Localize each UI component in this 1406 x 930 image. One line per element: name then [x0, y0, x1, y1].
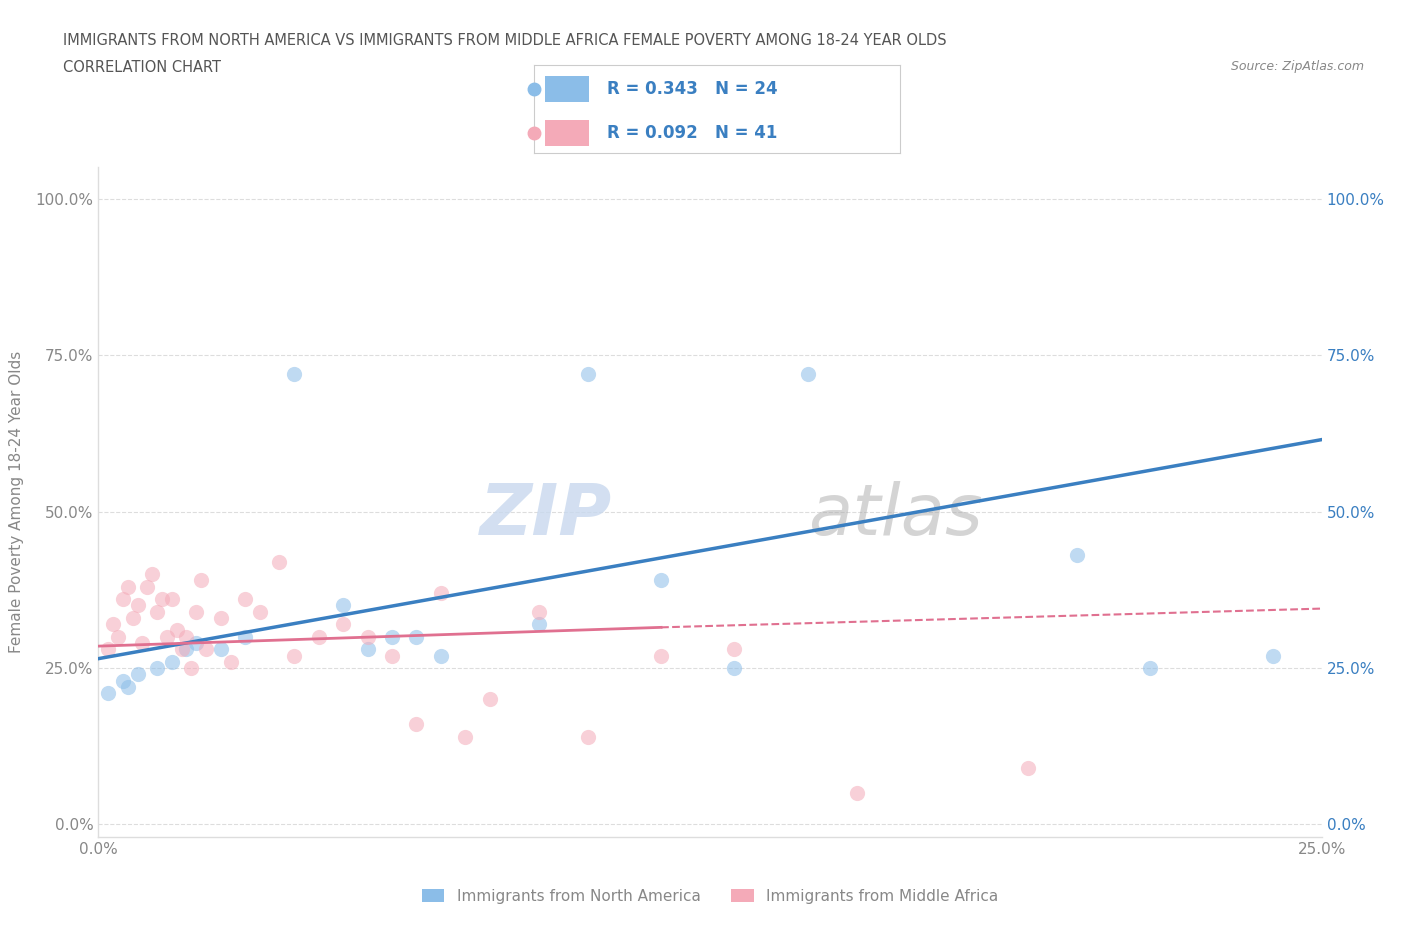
Point [117, 579, 139, 594]
Point [146, 604, 169, 619]
Point [650, 573, 672, 588]
Point [170, 642, 193, 657]
Point [283, 366, 305, 381]
Text: atlas: atlas [808, 481, 983, 550]
Point [454, 729, 477, 744]
Point [141, 566, 163, 581]
Point [180, 660, 202, 675]
Point [405, 717, 427, 732]
Y-axis label: Female Poverty Among 18-24 Year Olds: Female Poverty Among 18-24 Year Olds [10, 352, 24, 654]
Text: IMMIGRANTS FROM NORTH AMERICA VS IMMIGRANTS FROM MIDDLE AFRICA FEMALE POVERTY AM: IMMIGRANTS FROM NORTH AMERICA VS IMMIGRA… [63, 33, 946, 47]
Point [127, 667, 149, 682]
Point [527, 604, 550, 619]
Point [1017, 761, 1039, 776]
Point [107, 630, 129, 644]
Point [308, 630, 330, 644]
Point [166, 623, 188, 638]
Point [576, 729, 599, 744]
FancyBboxPatch shape [546, 120, 589, 146]
Point [150, 591, 173, 606]
Point [156, 630, 179, 644]
Point [405, 630, 427, 644]
Point [101, 617, 124, 631]
Point [190, 573, 212, 588]
Point [160, 591, 183, 606]
Point [1139, 660, 1161, 675]
Point [111, 673, 134, 688]
Point [356, 642, 378, 657]
Point [136, 579, 159, 594]
Text: CORRELATION CHART: CORRELATION CHART [63, 60, 221, 75]
Text: Source: ZipAtlas.com: Source: ZipAtlas.com [1230, 60, 1364, 73]
FancyBboxPatch shape [546, 75, 589, 102]
Point [186, 635, 208, 650]
Point [176, 642, 198, 657]
Point [269, 554, 291, 569]
Point [233, 630, 256, 644]
Point [176, 630, 198, 644]
Point [97, 685, 120, 700]
Point [381, 648, 404, 663]
Point [1261, 648, 1284, 663]
Point [845, 786, 868, 801]
Text: R = 0.092   N = 41: R = 0.092 N = 41 [607, 124, 778, 142]
Point [430, 586, 453, 601]
Point [332, 598, 354, 613]
Point [356, 630, 378, 644]
Point [209, 610, 232, 625]
Point [195, 642, 218, 657]
Point [131, 635, 153, 650]
Point [478, 692, 501, 707]
Point [381, 630, 404, 644]
Point [160, 655, 183, 670]
Point [797, 366, 820, 381]
Point [332, 617, 354, 631]
Point [723, 642, 745, 657]
Text: R = 0.343   N = 24: R = 0.343 N = 24 [607, 80, 778, 98]
Point [127, 598, 149, 613]
Point [186, 604, 208, 619]
Point [723, 660, 745, 675]
Point [117, 680, 139, 695]
Point [111, 591, 134, 606]
Point [233, 591, 256, 606]
Point [576, 366, 599, 381]
Point [146, 660, 169, 675]
Point [527, 617, 550, 631]
Point [97, 642, 120, 657]
Point [219, 655, 242, 670]
Point [430, 648, 453, 663]
Point [121, 610, 143, 625]
Point [650, 648, 672, 663]
Point [209, 642, 232, 657]
Legend: Immigrants from North America, Immigrants from Middle Africa: Immigrants from North America, Immigrant… [415, 883, 1005, 910]
Text: ZIP: ZIP [479, 481, 612, 550]
Point [1066, 548, 1088, 563]
Point [283, 648, 305, 663]
Point [249, 604, 271, 619]
